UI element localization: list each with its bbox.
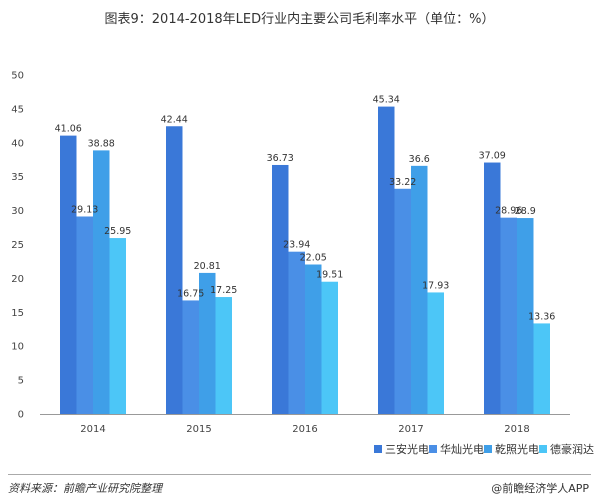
bar xyxy=(93,150,110,414)
bar-value-label: 36.6 xyxy=(409,154,430,165)
bar xyxy=(484,162,501,414)
legend-label: 华灿光电 xyxy=(440,442,484,456)
bar-value-label: 42.44 xyxy=(161,114,188,125)
x-tick-label: 2015 xyxy=(186,424,211,435)
bar xyxy=(427,292,444,414)
legend-swatch xyxy=(374,445,382,453)
bar xyxy=(272,164,289,414)
bar-value-label: 16.75 xyxy=(177,288,204,299)
x-tick-label: 2018 xyxy=(504,424,529,435)
source-note: 资料来源：前瞻产业研究院整理 xyxy=(8,482,162,495)
chart-title: 图表9：2014-2018年LED行业内主要公司毛利率水平（单位：%） xyxy=(104,12,495,27)
bar-value-label: 36.73 xyxy=(267,153,294,164)
legend-swatch xyxy=(539,445,547,453)
bar-value-label: 17.93 xyxy=(422,280,449,291)
bar xyxy=(517,218,534,414)
bar-value-label: 23.94 xyxy=(283,240,310,251)
bar xyxy=(288,251,305,414)
bar-value-label: 33.22 xyxy=(389,177,416,188)
footer: 资料来源：前瞻产业研究院整理 @前瞻经济学人APP xyxy=(0,474,599,504)
y-tick-label: 50 xyxy=(11,71,24,82)
y-tick-label: 25 xyxy=(11,240,24,251)
bar-labels-group: 41.06 29.13 38.88 25.95 42.44 16.75 20.81 17.25… xyxy=(55,95,556,323)
y-tick-label: 35 xyxy=(11,172,24,183)
bar xyxy=(60,135,77,414)
y-tick-label: 0 xyxy=(18,410,24,421)
bar xyxy=(411,165,428,414)
y-tick-label: 10 xyxy=(11,342,24,353)
bar xyxy=(321,281,338,414)
bar-value-label: 25.95 xyxy=(104,226,131,237)
y-tick-label: 20 xyxy=(11,274,24,285)
bar-value-label: 17.25 xyxy=(210,285,237,296)
bar-value-label: 38.88 xyxy=(88,138,115,149)
bar-value-label: 13.36 xyxy=(528,311,555,322)
bar xyxy=(182,300,199,414)
y-tick-label: 5 xyxy=(18,376,24,387)
bar-value-label: 19.51 xyxy=(316,270,343,281)
bars-group xyxy=(60,106,550,415)
legend-swatch xyxy=(429,445,437,453)
bar xyxy=(199,272,216,414)
y-tick-label: 45 xyxy=(11,104,24,115)
bar-value-label: 29.13 xyxy=(71,204,98,215)
x-axis-ticks: 2014 2015 2016 2017 2018 xyxy=(80,424,529,435)
bar-value-label: 37.09 xyxy=(479,151,506,162)
bar-value-label: 45.34 xyxy=(373,95,400,106)
y-axis-ticks: 0 5 10 15 20 25 30 35 40 45 50 xyxy=(11,71,24,421)
y-tick-label: 15 xyxy=(11,308,24,319)
x-tick-label: 2017 xyxy=(398,424,423,435)
y-tick-label: 40 xyxy=(11,138,24,149)
bar-value-label: 28.9 xyxy=(515,206,536,217)
legend-label: 德豪润达 xyxy=(550,442,594,456)
bar-value-label: 20.81 xyxy=(194,261,221,272)
bar xyxy=(215,297,232,414)
legend-label: 乾照光电 xyxy=(495,442,539,456)
bar xyxy=(533,323,550,414)
footer-divider xyxy=(8,474,591,475)
bar xyxy=(166,126,183,414)
x-tick-label: 2016 xyxy=(292,424,317,435)
credit-note: @前瞻经济学人APP xyxy=(491,482,589,495)
legend-swatch xyxy=(484,445,492,453)
bar-value-label: 41.06 xyxy=(55,124,82,135)
bar xyxy=(109,238,126,414)
bar xyxy=(378,106,395,415)
legend-label: 三安光电 xyxy=(385,442,429,456)
bar xyxy=(500,217,517,414)
bar-chart: 0 5 10 15 20 25 30 35 40 45 50 41.06 29.13 38.88 25.9… xyxy=(11,71,594,457)
bar xyxy=(76,216,93,414)
bar xyxy=(305,264,322,414)
legend: 三安光电 华灿光电 乾照光电 德豪润达 xyxy=(374,442,594,456)
y-tick-label: 30 xyxy=(11,206,24,217)
x-tick-label: 2014 xyxy=(80,424,105,435)
bar-value-label: 28.96 xyxy=(495,206,522,217)
bar-value-label: 22.05 xyxy=(300,253,327,264)
bar xyxy=(394,188,411,414)
